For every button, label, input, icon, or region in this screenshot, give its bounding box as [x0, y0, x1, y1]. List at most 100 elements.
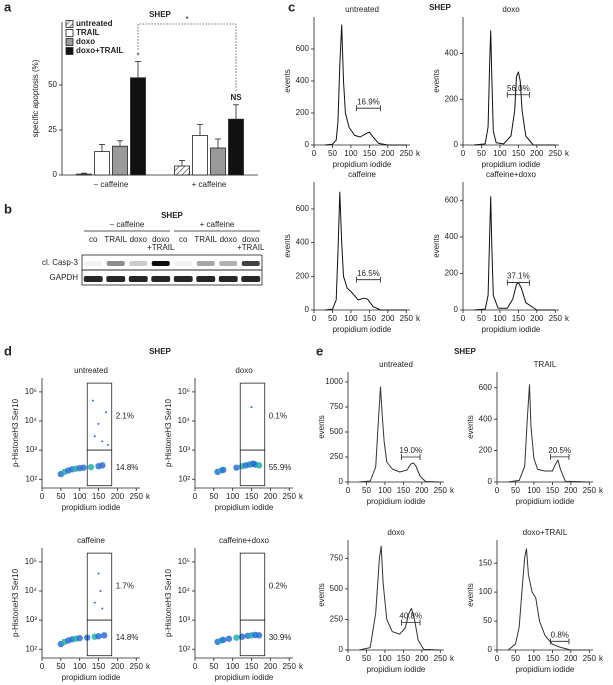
lane-label: +TRAIL	[147, 243, 175, 252]
x-tick-label: 0	[346, 486, 351, 495]
x-tick-label: 150	[363, 314, 377, 323]
y-tick-label: 10²	[178, 474, 190, 483]
x-tick-label: 0	[40, 492, 45, 501]
point	[106, 443, 109, 446]
gate	[239, 449, 266, 487]
y-label: events	[466, 583, 475, 607]
gate	[239, 619, 266, 657]
x-tick-label: 0	[495, 486, 500, 495]
x-tick-label: 200	[415, 486, 429, 495]
x-tick-label: 200	[564, 486, 578, 495]
point	[101, 607, 104, 610]
y-tick-label: 0	[454, 140, 459, 149]
x-unit: k	[299, 492, 304, 501]
gate	[86, 619, 113, 657]
x-tick-label: 200	[264, 662, 278, 671]
x-tick-label: 150	[245, 662, 259, 671]
chart-title: SHEP	[149, 10, 171, 19]
x-tick-label: 50	[511, 654, 520, 663]
y-tick-label: 10²	[25, 644, 37, 653]
x-unit: k	[599, 654, 604, 663]
x-tick-label: 100	[527, 486, 541, 495]
gate-label: 56.0%	[507, 84, 530, 93]
y-tick-label: 750	[330, 402, 344, 411]
y-tick-label: 750	[330, 553, 344, 562]
x-unit: k	[565, 149, 570, 158]
bar	[130, 77, 146, 176]
point	[93, 435, 96, 438]
x-tick-label: 50	[362, 654, 371, 663]
x-tick-label: 0	[461, 314, 466, 323]
bar	[94, 151, 110, 176]
x-tick-label: 200	[381, 149, 395, 158]
group-label: + caffeine	[200, 220, 235, 229]
point	[101, 440, 104, 443]
point	[97, 572, 100, 575]
x-unit: k	[416, 314, 421, 323]
x-tick-label: 200	[381, 314, 395, 323]
x-tick-label: 250	[400, 314, 414, 323]
y-tick-label: 200	[445, 94, 459, 103]
chart-title: caffeine+doxo	[219, 536, 269, 545]
y-tick-label: 10³	[178, 445, 190, 454]
y-label: events	[466, 415, 475, 439]
x-tick-label: 0	[312, 314, 317, 323]
lane-label: doxo	[220, 235, 238, 244]
x-tick-label: 0	[193, 662, 198, 671]
x-tick-label: 200	[530, 314, 544, 323]
band	[174, 261, 193, 266]
y-tick-label: 250	[330, 615, 344, 624]
y-tick-label: 0	[305, 305, 310, 314]
x-tick-label: 50	[477, 149, 486, 158]
panel-label: e	[316, 343, 323, 358]
y-tick-label: 0	[339, 477, 344, 486]
band	[173, 276, 193, 282]
x-label: propidium iodide	[367, 665, 426, 674]
x-label: propidium iodide	[215, 503, 274, 512]
x-tick-label: 100	[378, 486, 392, 495]
histogram-line	[358, 545, 441, 651]
y-label: events	[283, 234, 292, 258]
chart-title: doxo	[387, 528, 405, 537]
y-tick-label: 600	[445, 195, 459, 204]
point	[91, 399, 94, 402]
point	[105, 411, 108, 414]
band	[128, 276, 148, 282]
x-tick-label: 250	[283, 492, 297, 501]
band	[83, 276, 103, 282]
panel-label: c	[288, 0, 295, 14]
point	[76, 634, 83, 642]
x-tick-label: 100	[493, 314, 507, 323]
y-tick-label: 400	[296, 238, 310, 247]
x-tick-label: 200	[415, 654, 429, 663]
y-tick-label: 50	[48, 80, 57, 89]
y-label: p-HistoneH3 Ser10	[11, 398, 20, 467]
y-tick-label: 600	[296, 44, 310, 53]
y-tick-label: 400	[479, 414, 493, 423]
x-tick-label: 100	[73, 492, 87, 501]
x-tick-label: 0	[495, 654, 500, 663]
x-label: propidium iodide	[62, 673, 121, 682]
point	[95, 633, 102, 640]
x-tick-label: 250	[549, 314, 563, 323]
gate	[86, 552, 113, 621]
y-label: p-HistoneH3 Ser10	[164, 398, 173, 467]
panel-label: d	[4, 343, 12, 358]
x-tick-label: + caffeine	[192, 180, 227, 189]
y-tick-label: 10⁵	[25, 387, 37, 396]
gate-label: 14.8%	[116, 633, 139, 642]
x-tick-label: 50	[362, 486, 371, 495]
chart-title: doxo	[235, 366, 253, 375]
legend-swatch	[65, 20, 74, 28]
x-tick-label: 250	[434, 654, 448, 663]
band	[196, 276, 216, 282]
gate-label: 20.5%	[548, 446, 571, 455]
gate	[239, 552, 266, 621]
panel-label: a	[4, 0, 12, 14]
x-label: propidium iodide	[367, 497, 426, 506]
annotation: *	[136, 52, 139, 61]
x-tick-label: 250	[130, 662, 144, 671]
x-tick-label: 150	[546, 654, 560, 663]
legend-swatch	[65, 47, 74, 55]
point	[220, 636, 227, 644]
